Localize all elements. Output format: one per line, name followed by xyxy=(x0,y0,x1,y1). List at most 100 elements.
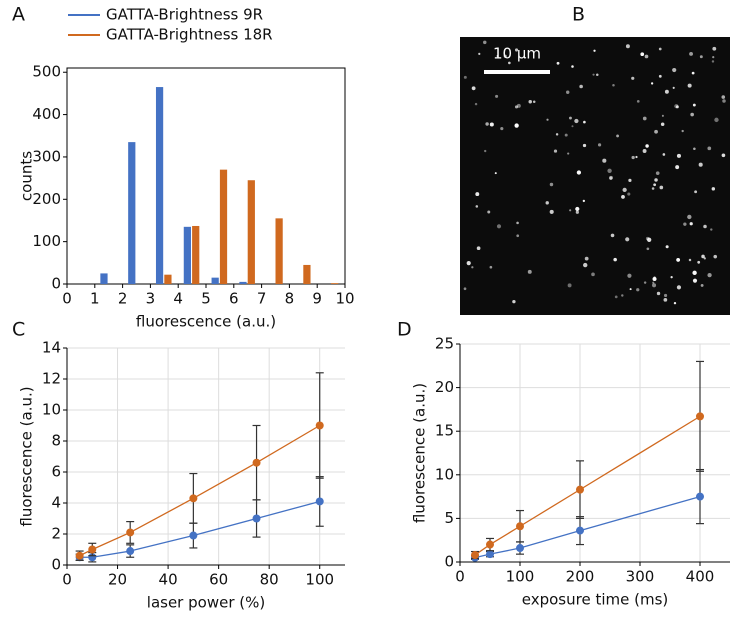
spot xyxy=(569,209,572,212)
spot xyxy=(689,51,693,56)
plot-frame xyxy=(66,67,346,285)
point xyxy=(576,485,584,494)
spot xyxy=(579,84,583,89)
x-tick-label: 9 xyxy=(312,290,322,308)
spot xyxy=(661,114,664,117)
y-tick-label: 20 xyxy=(435,378,454,396)
spot xyxy=(659,185,664,190)
spot xyxy=(676,257,681,262)
spot xyxy=(532,100,536,103)
x-axis-label: fluorescence (a.u.) xyxy=(136,313,276,331)
spot xyxy=(714,117,719,123)
x-tick-label: 8 xyxy=(285,290,295,308)
bar xyxy=(100,273,108,284)
spot xyxy=(556,61,560,65)
spot xyxy=(610,233,615,238)
spot xyxy=(489,122,494,127)
spot xyxy=(722,99,726,103)
x-tick-label: 400 xyxy=(686,568,715,586)
axis-line xyxy=(66,348,345,566)
point xyxy=(75,551,84,560)
y-axis-label: counts xyxy=(18,151,36,201)
spot xyxy=(629,288,632,291)
x-tick-label: 0 xyxy=(62,290,72,308)
spot xyxy=(478,52,481,56)
spot xyxy=(496,224,502,229)
spot xyxy=(692,270,697,276)
spot xyxy=(636,288,640,292)
spot xyxy=(516,221,519,225)
bar xyxy=(275,218,283,284)
spot xyxy=(694,190,698,194)
point xyxy=(126,528,135,537)
spot xyxy=(652,281,655,284)
x-tick-label: 5 xyxy=(201,290,211,308)
spot xyxy=(516,234,520,238)
spot xyxy=(644,54,649,59)
spot xyxy=(631,76,635,80)
spot xyxy=(592,73,595,76)
y-tick-label: 8 xyxy=(51,432,61,450)
spot xyxy=(687,83,692,88)
spot xyxy=(567,152,570,155)
x-tick-label: 20 xyxy=(108,571,127,589)
spot xyxy=(697,260,701,264)
spot xyxy=(642,116,647,121)
spot xyxy=(675,105,679,109)
spot xyxy=(500,127,504,131)
spot xyxy=(576,170,582,175)
y-tick-label: 200 xyxy=(32,190,61,208)
spot xyxy=(675,165,680,170)
bar xyxy=(331,283,339,284)
x-tick-label: 0 xyxy=(62,571,72,589)
x-tick-label: 60 xyxy=(209,571,228,589)
panel-label: A xyxy=(12,4,25,26)
spot xyxy=(674,104,679,109)
spot xyxy=(670,276,673,279)
spot xyxy=(583,120,586,124)
spot xyxy=(625,44,630,49)
spot xyxy=(621,195,625,199)
bar xyxy=(239,281,247,284)
spot xyxy=(651,187,655,190)
spot xyxy=(571,125,574,128)
point xyxy=(315,421,324,430)
spot xyxy=(545,201,549,205)
y-tick-label: 300 xyxy=(32,147,61,165)
spot xyxy=(701,254,705,259)
spot xyxy=(475,205,479,208)
x-tick-label: 300 xyxy=(626,568,655,586)
x-tick-label: 80 xyxy=(260,571,279,589)
spot xyxy=(613,257,617,262)
spot xyxy=(703,257,706,260)
x-tick-label: 6 xyxy=(229,290,239,308)
x-tick-label: 0 xyxy=(455,568,465,586)
spot xyxy=(653,183,657,187)
spot xyxy=(627,273,632,278)
spot xyxy=(566,90,570,94)
panel-label: D xyxy=(397,319,412,341)
spot xyxy=(546,118,549,121)
y-axis-label: fluorescence (a.u.) xyxy=(411,383,429,523)
spot xyxy=(582,143,587,148)
point xyxy=(696,492,704,501)
bar xyxy=(192,225,200,284)
point xyxy=(696,412,704,421)
spot xyxy=(495,94,499,98)
spot xyxy=(612,84,615,87)
spot xyxy=(463,287,467,291)
scale-bar-label: 10 µm xyxy=(493,45,541,63)
spot xyxy=(553,149,558,153)
spot xyxy=(681,129,684,133)
point xyxy=(516,522,524,531)
spot xyxy=(692,103,696,107)
spot xyxy=(627,192,631,196)
spot xyxy=(712,46,717,51)
spot xyxy=(672,67,677,73)
spot xyxy=(527,269,532,274)
spot xyxy=(583,262,588,268)
spot xyxy=(514,105,519,109)
point xyxy=(189,531,198,540)
y-tick-label: 12 xyxy=(42,370,61,388)
